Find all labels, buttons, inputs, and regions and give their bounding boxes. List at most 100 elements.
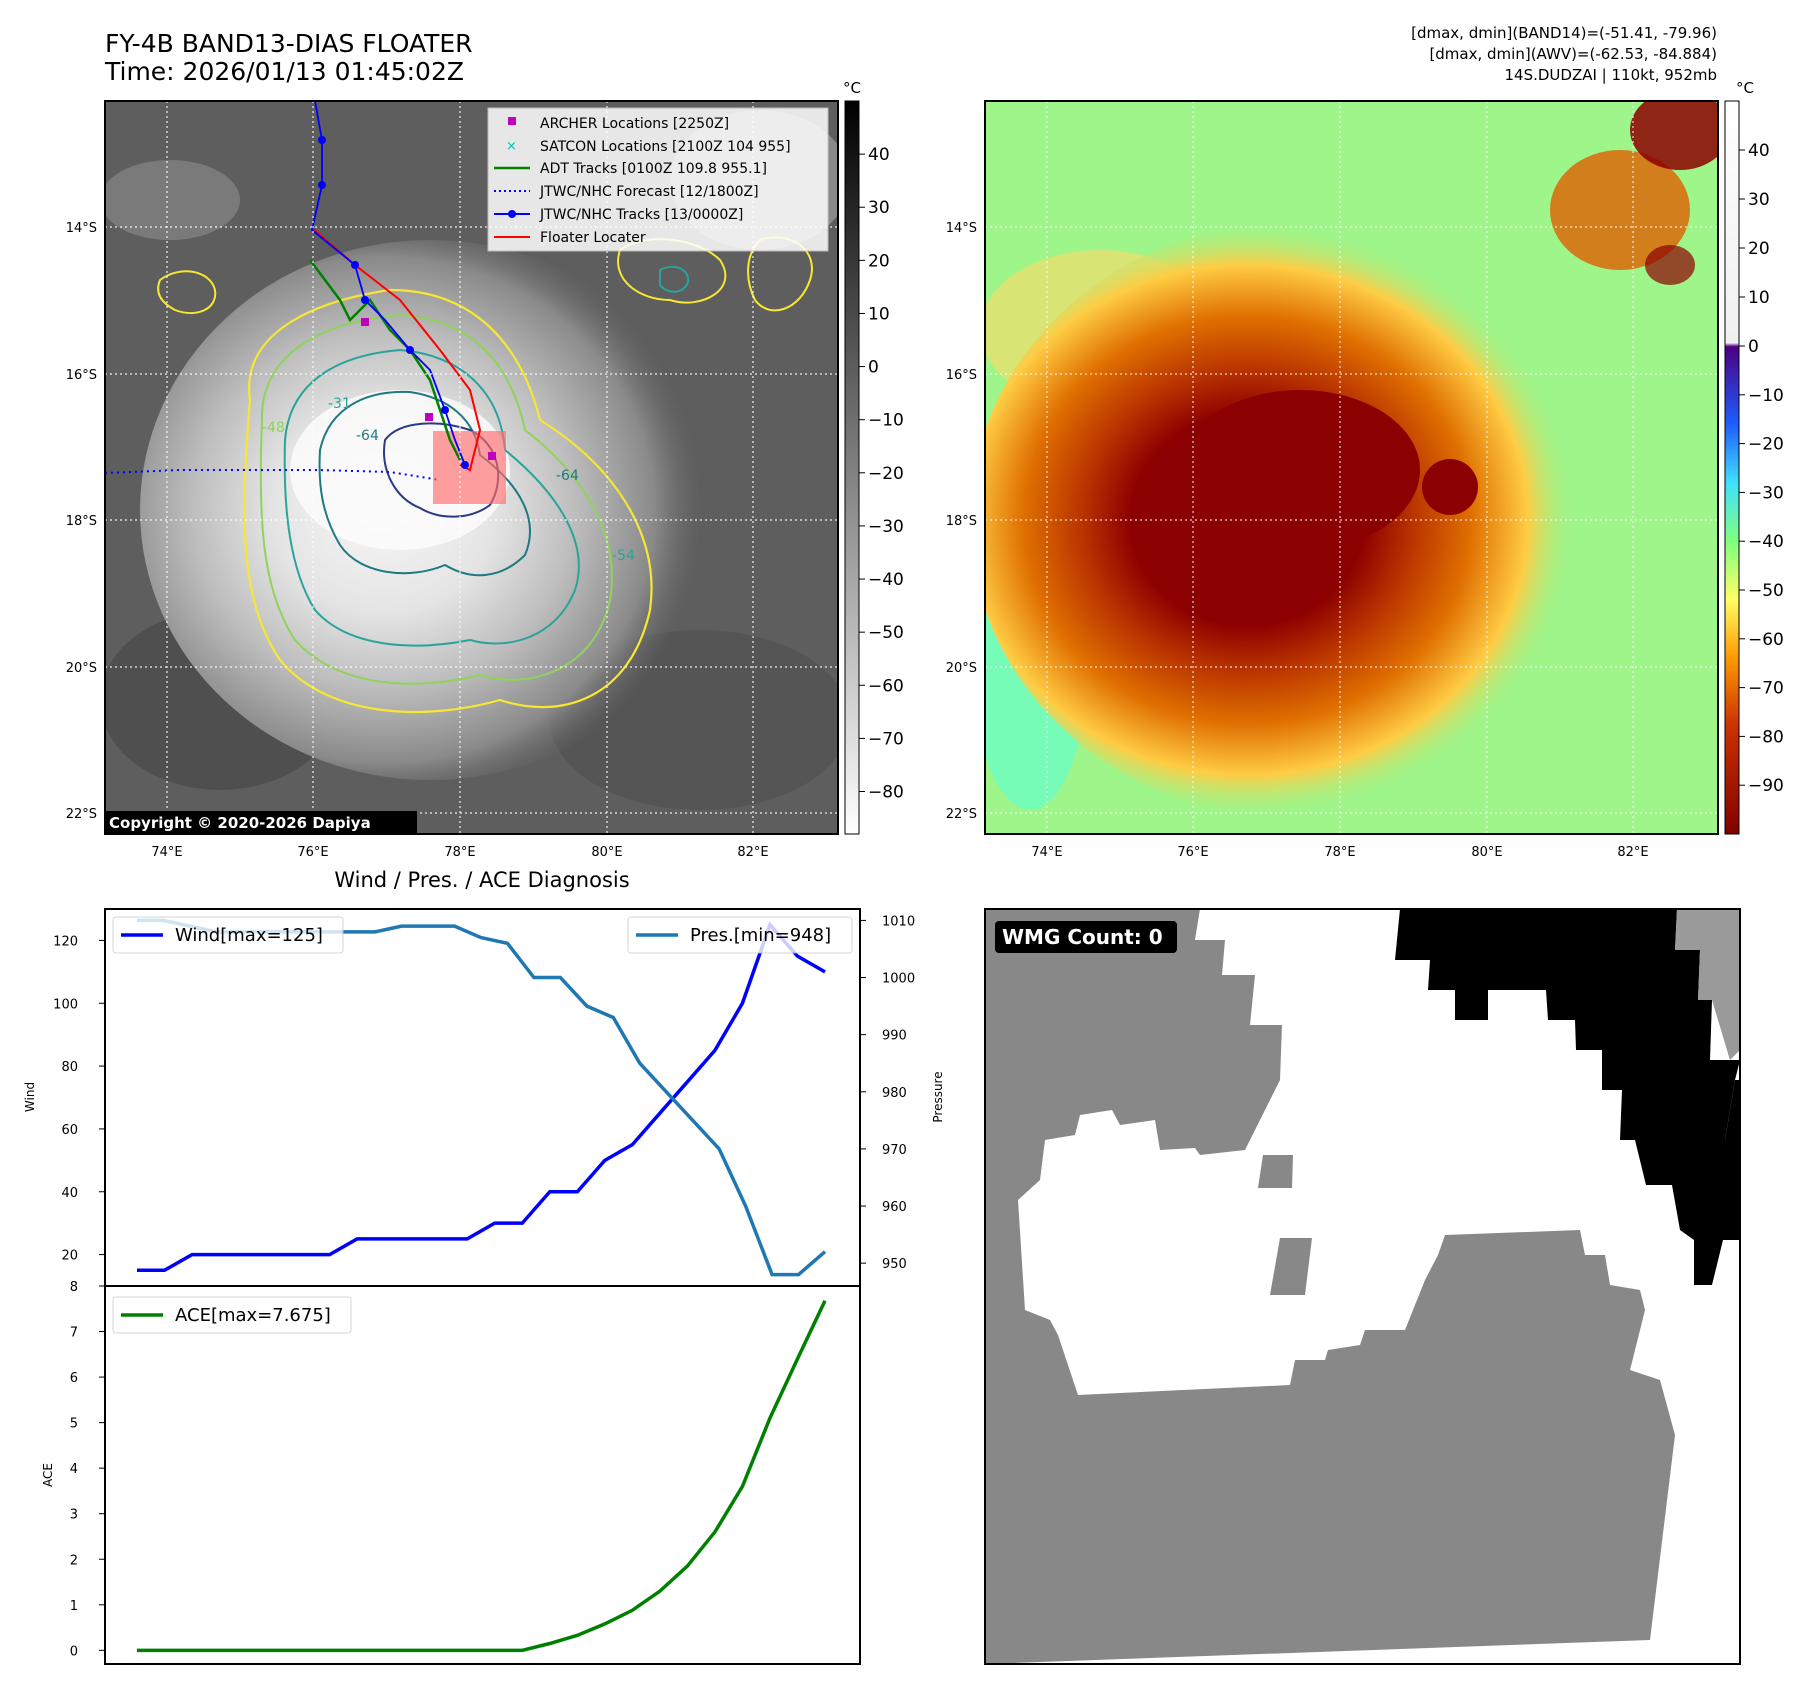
ir-colorbar-tick: −60 (868, 676, 904, 696)
pressure-tick-label: 970 (882, 1143, 907, 1158)
wmg-count-label: WMG Count: 0 (1002, 925, 1163, 949)
lat-tick-label: 14°S (946, 221, 977, 236)
awv-colorbar-tick: −90 (1748, 776, 1784, 796)
lat-tick-label: 22°S (66, 807, 97, 822)
legend-satcon: SATCON Locations [2100Z 104 955] (540, 139, 791, 155)
ace-tick-label: 4 (70, 1462, 78, 1477)
wind-tick-label: 100 (53, 997, 78, 1012)
lon-tick-label: 74°E (1031, 845, 1062, 860)
ace-tick-label: 8 (70, 1280, 78, 1295)
wind-axis-label: Wind (23, 1082, 37, 1112)
ace-axis-label: ACE (41, 1463, 55, 1487)
pressure-tick-label: 950 (882, 1257, 907, 1272)
info-storm: 14S.DUDZAI | 110kt, 952mb (1504, 66, 1717, 84)
awv-colorbar-tick: 0 (1748, 337, 1759, 357)
ace-tick-label: 7 (70, 1326, 78, 1341)
lat-tick-label: 18°S (66, 514, 97, 529)
copyright-text: Copyright © 2020-2026 Dapiya (109, 814, 371, 832)
floater-box (433, 431, 506, 504)
awv-colorbar-unit: °C (1736, 79, 1754, 97)
awv-colorbar-tick: 40 (1748, 141, 1770, 161)
lat-tick-label: 20°S (946, 661, 977, 676)
legend-tracks: JTWC/NHC Tracks [13/0000Z] (539, 207, 743, 223)
lon-tick-label: 80°E (1471, 845, 1502, 860)
wind-legend: Wind[max=125] (112, 916, 344, 954)
wmg-panel: WMG Count: 0 (984, 908, 1741, 1665)
lat-tick-label: 18°S (946, 514, 977, 529)
wind-tick-label: 40 (61, 1186, 78, 1201)
awv-colorbar-tick: −50 (1748, 581, 1784, 601)
contour-label: -48 (262, 420, 285, 436)
lat-tick-label: 22°S (946, 807, 977, 822)
ace-tick-label: 2 (70, 1553, 78, 1568)
pressure-tick-label: 1010 (882, 914, 915, 929)
satcon-marker-icon: × (506, 139, 517, 154)
awv-colorbar-tick: 20 (1748, 239, 1770, 259)
awv-colorbar-tick: −10 (1748, 386, 1784, 406)
info-awv: [dmax, dmin](AWV)=(-62.53, -84.884) (1429, 45, 1717, 63)
ir-colorbar: °C 40 30 20 10 0 −10 −20 −30 −40 −50 −60 −70 −80 (843, 79, 904, 835)
figure-time: Time: 2026/01/13 01:45:02Z (104, 57, 464, 86)
awv-colorbar-tick: −70 (1748, 679, 1784, 699)
ace-series-line (137, 1300, 827, 1653)
ace-legend-text: ACE[max=7.675] (175, 1305, 331, 1326)
wind-tick-label: 60 (61, 1123, 78, 1138)
ace-panel: 0 1 2 3 4 5 6 7 8 ACE ACE[max=7.675] (41, 1280, 861, 1665)
ir-colorbar-tick: −70 (868, 729, 904, 749)
pressure-tick-label: 960 (882, 1200, 907, 1215)
wind-series-line (137, 921, 826, 1273)
diag-title: Wind / Pres. / ACE Diagnosis (334, 868, 629, 892)
pressure-tick-label: 980 (882, 1086, 907, 1101)
contour-label: -64 (356, 428, 379, 444)
ace-legend: ACE[max=7.675] (112, 1296, 352, 1334)
lat-tick-label: 16°S (946, 368, 977, 383)
ace-tick-label: 5 (70, 1417, 78, 1432)
ir-colorbar-tick: 40 (868, 145, 890, 165)
ir-colorbar-tick: 10 (868, 304, 890, 324)
lat-tick-label: 14°S (66, 221, 97, 236)
legend-archer: ARCHER Locations [2250Z] (540, 116, 729, 132)
pressure-axis-label: Pressure (931, 1071, 945, 1122)
lon-tick-label: 74°E (151, 845, 182, 860)
ace-tick-label: 3 (70, 1508, 78, 1523)
lat-tick-label: 16°S (66, 368, 97, 383)
awv-colorbar: °C 40 30 20 10 0 −10 −20 −30 −40 −50 −60 −70 −80 −90 (1724, 79, 1784, 835)
awv-colorbar-tick: −30 (1748, 483, 1784, 503)
ir-colorbar-unit: °C (843, 79, 861, 97)
lon-tick-label: 80°E (591, 845, 622, 860)
ir-colorbar-tick: 0 (868, 358, 879, 378)
wind-legend-text: Wind[max=125] (175, 925, 323, 946)
wind-tick-label: 20 (61, 1249, 78, 1264)
lon-tick-label: 76°E (1177, 845, 1208, 860)
ace-tick-label: 0 (70, 1644, 78, 1659)
ir-colorbar-tick: 20 (868, 251, 890, 271)
legend-forecast: JTWC/NHC Forecast [12/1800Z] (539, 184, 759, 200)
legend-adt: ADT Tracks [0100Z 109.8 955.1] (540, 161, 767, 177)
ace-tick-label: 6 (70, 1371, 78, 1386)
awv-colorbar-tick: −40 (1748, 532, 1784, 552)
legend-floater: Floater Locater (540, 230, 646, 246)
wind-tick-label: 80 (61, 1060, 78, 1075)
lon-tick-label: 82°E (1617, 845, 1648, 860)
contour-label: -31 (328, 396, 351, 412)
lon-tick-label: 82°E (737, 845, 768, 860)
awv-colorbar-tick: 30 (1748, 190, 1770, 210)
pressure-tick-label: 1000 (882, 972, 915, 987)
ir-colorbar-tick: 30 (868, 198, 890, 218)
ir-colorbar-tick: −80 (868, 783, 904, 803)
pressure-legend-text: Pres.[min=948] (690, 925, 831, 946)
lon-tick-label: 78°E (444, 845, 475, 860)
awv-colorbar-tick: −20 (1748, 435, 1784, 455)
wind-tick-label: 120 (53, 934, 78, 949)
ir-colorbar-tick: −20 (868, 464, 904, 484)
awv-map (984, 100, 1719, 835)
ir-colorbar-tick: −30 (868, 517, 904, 537)
contour-label: -54 (612, 548, 635, 564)
info-band14: [dmax, dmin](BAND14)=(-51.41, -79.96) (1411, 24, 1717, 42)
pressure-legend: Pres.[min=948] (627, 916, 853, 954)
lon-tick-label: 76°E (297, 845, 328, 860)
figure-title: FY-4B BAND13-DIAS FLOATER (105, 29, 473, 58)
contour-label: -64 (556, 468, 579, 484)
lon-tick-label: 78°E (1324, 845, 1355, 860)
